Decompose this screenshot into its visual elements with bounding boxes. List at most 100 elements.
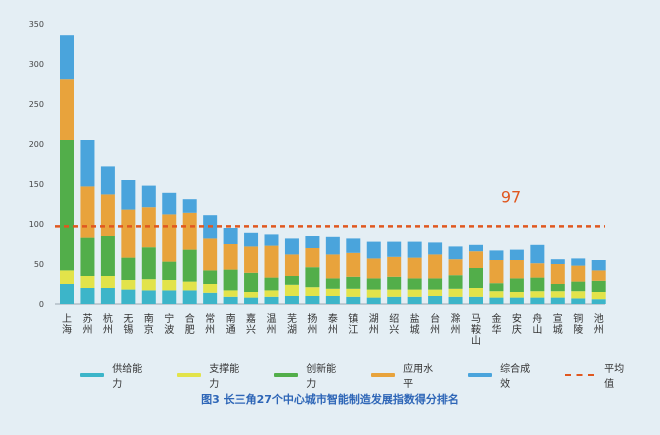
bar-segment (182, 281, 197, 291)
legend: 供给能力 支撑能力 创新能力 应用水平 综合成效 平均值 (80, 360, 660, 390)
bar-segment (305, 287, 320, 296)
bar-segment (141, 185, 156, 208)
bar-segment (305, 267, 320, 288)
bar-segment (203, 270, 218, 284)
bar-segment (325, 278, 340, 289)
x-tick-label: 芜湖 (287, 312, 297, 336)
bar-segment (591, 292, 606, 300)
bar-segment (448, 259, 463, 276)
bar-segment (448, 296, 463, 304)
y-tick-label: 0 (39, 300, 44, 309)
bar-segment (366, 289, 381, 298)
bar-segment (571, 265, 586, 282)
x-tick-label: 合肥 (185, 312, 195, 336)
chart-title: 图3 长三角27个中心城市智能制造发展指数得分排名 (201, 393, 459, 406)
bar-segment (489, 291, 504, 298)
x-tick-label: 宁波 (164, 312, 174, 336)
x-tick-label: 扬州 (307, 312, 317, 336)
bar-segment (162, 280, 177, 291)
bar-segment (366, 258, 381, 279)
legend-swatch-innovation (273, 373, 299, 377)
bar-segment (366, 278, 381, 290)
average-value-label: 97 (501, 187, 521, 206)
x-tick-label: 苏州 (82, 312, 92, 336)
x-tick-label: 池州 (594, 312, 604, 336)
bar-segment (60, 140, 74, 271)
x-tick-label: 嘉兴 (246, 312, 256, 336)
legend-item-support: 支撑能力 (176, 360, 244, 390)
bar-segment (428, 254, 443, 279)
bar-segment (60, 284, 74, 304)
bar-segment (223, 296, 238, 304)
legend-swatch-supply (80, 373, 105, 377)
x-tick-label: 台州 (430, 312, 440, 336)
bar-segment (591, 260, 606, 271)
bar-segment (530, 291, 545, 298)
bar-segment (550, 259, 565, 264)
bar-segment (387, 276, 402, 290)
bar-segment (284, 238, 299, 255)
bar-segment (182, 212, 197, 250)
bar-segment (264, 245, 279, 278)
bar-segment (550, 297, 565, 304)
bar-segment (244, 232, 259, 247)
y-tick-label: 300 (29, 60, 44, 69)
bar-segment (100, 236, 115, 276)
bar-segment (550, 264, 565, 284)
bar-segment (60, 35, 74, 80)
bar-segment (530, 277, 545, 292)
x-tick-label: 无锡 (123, 314, 133, 336)
bar-segment (509, 292, 524, 298)
bar-segment (366, 297, 381, 304)
bar-segment (121, 180, 136, 210)
bar-segment (325, 288, 340, 296)
bar-segment (509, 249, 524, 260)
legend-swatch-support (176, 373, 202, 377)
bar-segment (244, 246, 259, 273)
bar-segment (244, 272, 259, 292)
legend-item-average: 平均值 (564, 360, 630, 390)
bar-segment (407, 296, 422, 304)
legend-swatch-overall (467, 373, 493, 377)
bar-segment (428, 242, 443, 255)
bar-segment (571, 298, 586, 304)
legend-swatch-application (370, 373, 396, 377)
bar-segment (100, 166, 115, 195)
bar-segment (80, 237, 95, 276)
bar-segment (121, 209, 136, 258)
bar-segment (591, 280, 606, 292)
bar-segment (428, 278, 443, 290)
legend-item-innovation: 创新能力 (273, 360, 341, 390)
bar-segment (407, 289, 422, 297)
bar-segment (223, 244, 238, 270)
y-tick-label: 250 (29, 100, 44, 109)
bar-segment (448, 288, 463, 297)
bar-segment (571, 258, 586, 266)
bar-segment (80, 288, 95, 304)
stacked-bar-chart: 0 50 100 150 200 250 300 350 上海苏州杭州无锡南京宁波合肥常州南通… (29, 20, 606, 347)
bar-segment (60, 270, 74, 284)
bar-segment (469, 288, 483, 297)
bar-segment (387, 256, 402, 277)
bar-segment (530, 297, 545, 304)
bar-segment (223, 269, 238, 291)
bar-segment (141, 279, 156, 291)
bar-segment (182, 290, 197, 304)
bar-segment (530, 263, 545, 278)
legend-label-innovation: 创新能力 (306, 364, 337, 390)
legend-label-average: 平均值 (604, 364, 625, 390)
y-tick-label: 150 (29, 180, 44, 189)
bar-segment (428, 289, 443, 296)
x-tick-label: 温州 (267, 313, 277, 336)
legend-item-application: 应用水平 (370, 360, 438, 390)
bar-segment (591, 270, 606, 281)
bar-segment (448, 275, 463, 289)
bar-segment (489, 297, 504, 304)
bar-segment (469, 296, 483, 304)
bar-segment (489, 260, 504, 284)
bar-segment (325, 236, 340, 255)
bar-segment (141, 290, 156, 304)
x-tick-label: 金华 (491, 312, 501, 336)
legend-label-overall: 综合成效 (500, 364, 531, 390)
